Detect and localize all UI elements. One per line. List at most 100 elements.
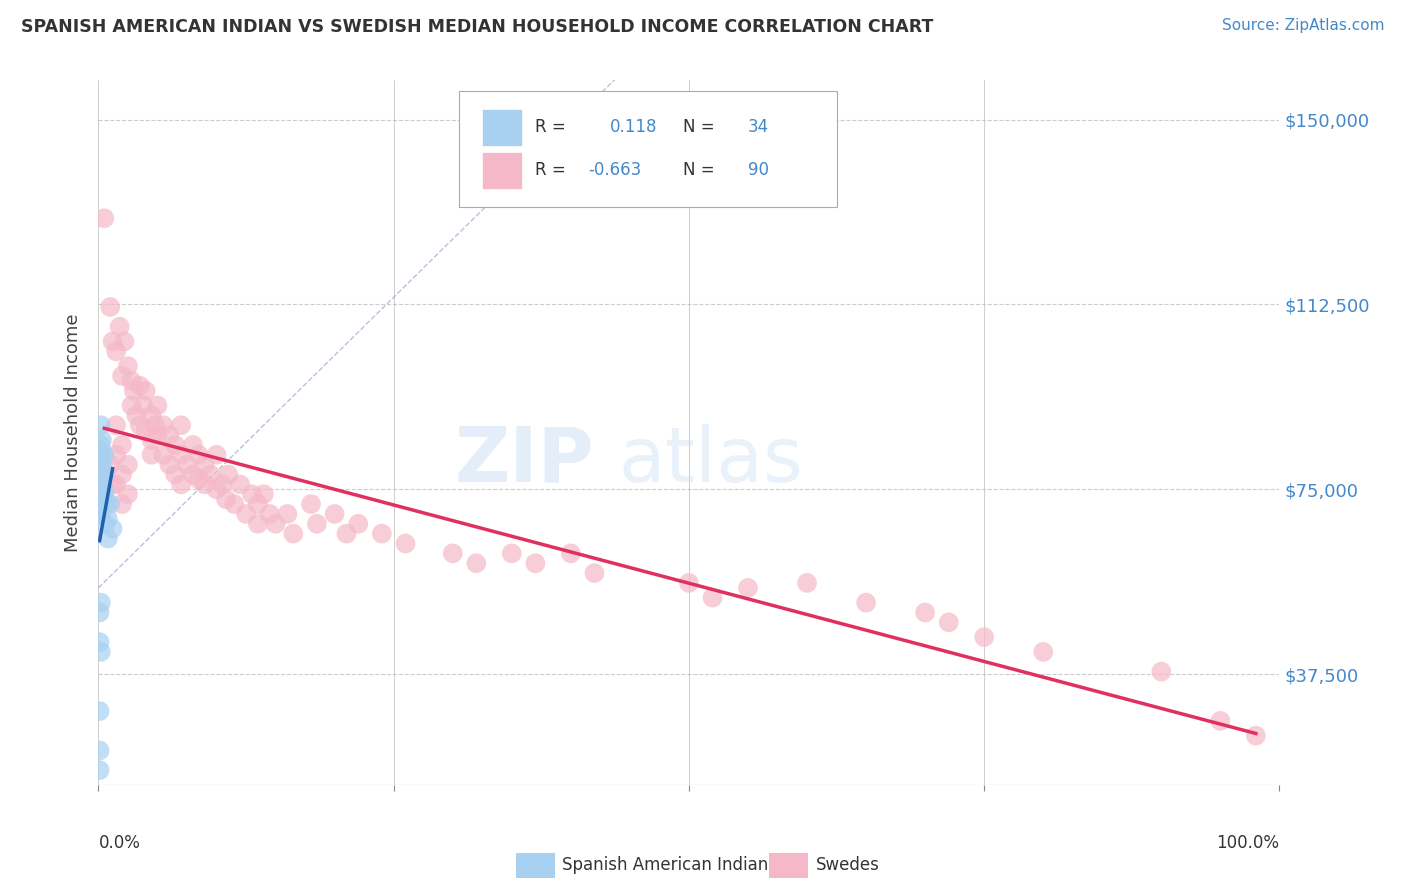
Point [938,615,960,630]
FancyBboxPatch shape [482,109,523,145]
Point [215,492,238,507]
Point [105,344,128,359]
Point [141,433,163,447]
Point [90,507,112,521]
Point [253,487,276,501]
Point [678,575,700,590]
Point [335,526,357,541]
Point [176,458,198,472]
Point [89,743,111,757]
Point [170,448,193,462]
Point [560,546,582,560]
Point [93,211,115,226]
Point [94,492,117,507]
Point [283,526,305,541]
Point [235,507,257,521]
Point [181,438,204,452]
Point [89,442,111,457]
Point [211,477,233,491]
Text: -0.663: -0.663 [589,161,641,179]
Text: Swedes: Swedes [815,856,879,874]
Point [111,467,134,482]
Point [111,368,134,383]
Point [97,512,120,526]
Point [91,477,114,491]
Point [91,502,114,516]
FancyBboxPatch shape [458,91,837,207]
Point [90,477,112,491]
Point [152,418,174,433]
Point [91,433,114,447]
Text: N =: N = [683,161,714,179]
Text: atlas: atlas [619,424,803,498]
Point [305,516,328,531]
Point [973,630,995,644]
Point [141,409,163,423]
Text: R =: R = [536,161,567,179]
Point [89,704,111,718]
Point [187,472,209,486]
Point [205,483,228,497]
Point [1209,714,1232,728]
Point [121,399,143,413]
Text: 90: 90 [748,161,769,179]
Point [117,359,139,373]
Point [93,483,115,497]
Text: Spanish American Indians: Spanish American Indians [562,856,778,874]
Point [441,546,464,560]
Point [91,467,114,482]
Point [143,418,166,433]
Point [117,458,139,472]
Point [94,516,117,531]
Point [737,581,759,595]
Point [1150,665,1173,679]
Point [181,467,204,482]
Point [89,763,111,777]
Point [111,497,134,511]
Point [187,448,209,462]
Point [141,448,163,462]
Point [855,596,877,610]
Point [90,438,112,452]
Text: Source: ZipAtlas.com: Source: ZipAtlas.com [1222,18,1385,33]
Text: N =: N = [683,119,714,136]
Point [117,487,139,501]
Point [112,334,135,349]
Point [90,467,112,482]
Point [276,507,298,521]
Point [157,428,180,442]
Point [524,556,547,570]
Point [89,606,111,620]
Point [121,374,143,388]
Point [90,645,112,659]
Point [105,448,128,462]
Text: 34: 34 [748,119,769,136]
Text: 0.0%: 0.0% [98,834,141,852]
Point [101,477,124,491]
Point [170,418,193,433]
Point [101,522,124,536]
Point [90,487,112,501]
Point [246,497,269,511]
Point [128,379,150,393]
Point [224,497,246,511]
Point [146,428,169,442]
Point [323,507,346,521]
Point [90,596,112,610]
Point [97,532,120,546]
Point [146,399,169,413]
Point [299,497,322,511]
Point [264,516,287,531]
Point [93,448,115,462]
Point [194,477,217,491]
Point [200,467,222,482]
Point [371,526,394,541]
Point [229,477,252,491]
Point [702,591,724,605]
Point [96,497,118,511]
Point [465,556,488,570]
Point [135,384,157,398]
Point [1032,645,1054,659]
Point [101,334,124,349]
Point [165,467,187,482]
